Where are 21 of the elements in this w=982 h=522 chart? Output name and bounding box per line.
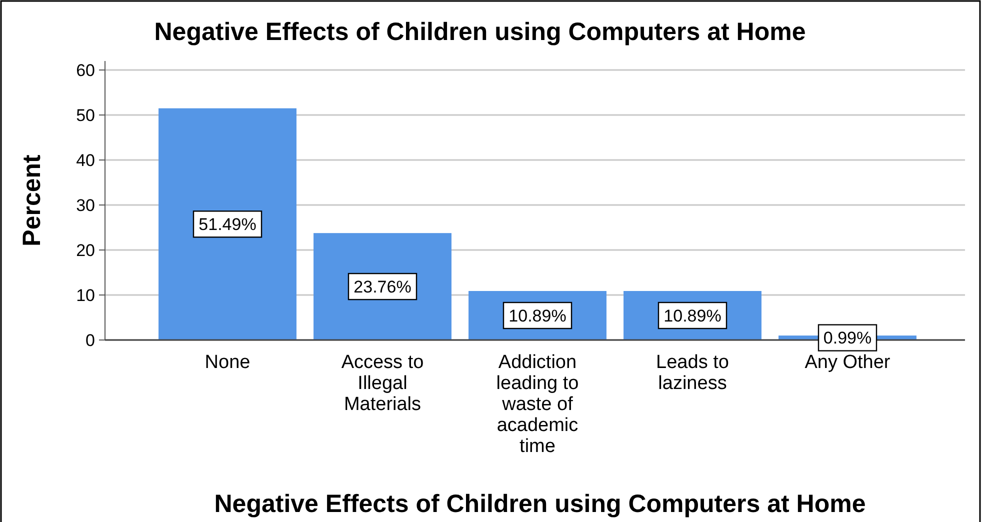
x-tick-label: None <box>204 352 250 373</box>
data-label: 23.76% <box>354 277 412 296</box>
x-axis-title: Negative Effects of Children using Computers at Home <box>214 490 866 518</box>
x-tick-label: Leads to laziness <box>656 352 729 394</box>
y-tick-label: 60 <box>76 60 95 80</box>
data-label: 0.99% <box>823 328 872 348</box>
x-tick-label: Access to Illegal Materials <box>341 352 424 415</box>
chart-title: Negative Effects of Children using Computers at Home <box>154 18 806 46</box>
y-tick-label: 30 <box>76 196 95 215</box>
y-axis-title: Percent <box>18 154 46 246</box>
y-tick-label: 10 <box>76 286 95 305</box>
data-label: 51.49% <box>198 215 256 234</box>
y-tick-label: 50 <box>76 106 95 125</box>
y-tick-label: 20 <box>76 240 95 260</box>
x-tick-label: Addiction leading to waste of academic time <box>496 352 579 457</box>
bar <box>158 108 296 340</box>
y-tick-label: 40 <box>76 150 95 170</box>
data-label: 10.89% <box>508 306 566 326</box>
y-tick-label: 0 <box>86 330 95 350</box>
x-tick-label: Any Other <box>804 352 891 373</box>
data-label: 10.89% <box>664 306 722 326</box>
